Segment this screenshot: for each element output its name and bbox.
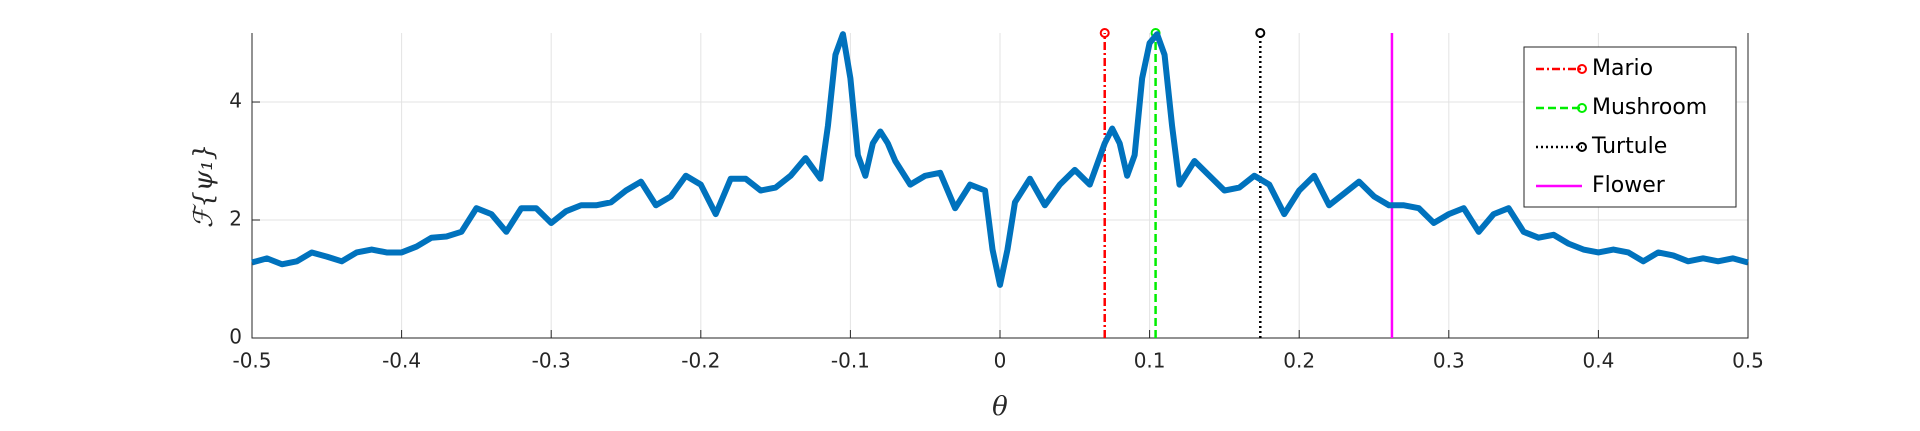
x-tick-label: 0.2 (1283, 349, 1315, 373)
legend-label: Mushroom (1592, 95, 1707, 120)
marker-head (1099, 28, 1110, 38)
axes (251, 33, 1749, 339)
x-tick-label: -0.3 (532, 349, 571, 373)
legend-box (1523, 46, 1737, 208)
x-tick-label: 0.5 (1732, 349, 1764, 373)
legend-label: Flower (1592, 173, 1666, 198)
legend-marker (1577, 103, 1587, 113)
legend-marker (1577, 142, 1587, 152)
legend-label: Mario (1592, 56, 1653, 81)
x-tick-label: 0 (994, 349, 1007, 373)
x-tick-label: 0.1 (1134, 349, 1166, 373)
y-tick-label: 0 (229, 325, 242, 349)
y-axis-label: ℱ{ψ₁} (189, 144, 219, 228)
x-tick-label: -0.5 (232, 349, 271, 373)
legend-label: Turtule (1591, 134, 1667, 159)
x-tick-label: -0.4 (382, 349, 421, 373)
marker-head (1255, 28, 1266, 38)
x-tick-label: -0.2 (681, 349, 720, 373)
x-tick-label: 0.3 (1433, 349, 1465, 373)
x-tick-label: -0.1 (831, 349, 870, 373)
y-tick-label: 2 (229, 207, 242, 231)
y-tick-label: 4 (229, 89, 242, 113)
x-axis-label: θ (992, 392, 1008, 422)
legend-marker (1577, 64, 1587, 74)
x-tick-label: 0.4 (1582, 349, 1614, 373)
data-line (251, 31, 1749, 288)
